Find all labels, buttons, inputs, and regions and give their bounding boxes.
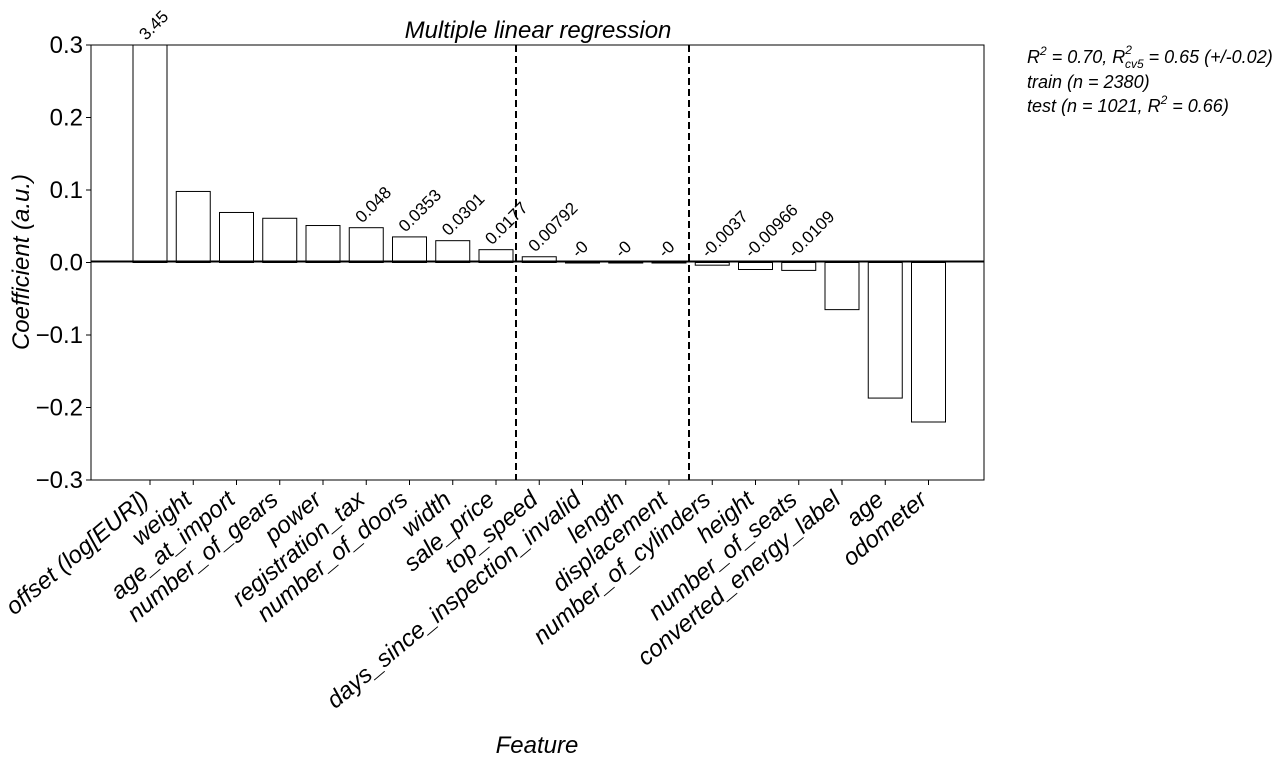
bar-width	[435, 240, 471, 264]
r2-value: = 0.70, R	[1047, 47, 1126, 67]
y-tick-label: −0.3	[36, 467, 83, 494]
bar-power	[305, 225, 341, 263]
bar-converted-energy-label	[824, 262, 860, 311]
y-tick-label: 0.1	[50, 177, 83, 204]
chart-title: Multiple linear regression	[405, 17, 672, 44]
bar-displacement	[651, 262, 687, 264]
test-suffix: = 0.66)	[1167, 96, 1229, 116]
bar-age	[867, 262, 903, 399]
x-tick-label: odometer	[837, 485, 933, 572]
bar-value-label: -0	[654, 237, 678, 261]
bar-odometer	[911, 262, 946, 423]
cv-subscript: cv5	[1125, 57, 1144, 71]
bar-value-label: -0.0037	[698, 207, 752, 261]
bar-value-label: 0.0353	[395, 186, 445, 236]
bar-value-label: -0	[568, 237, 592, 261]
fit-stats-line-2: train (n = 2380)	[1027, 72, 1150, 92]
bar-weight	[175, 190, 211, 263]
y-tick-label: −0.1	[36, 322, 83, 349]
bar-number-of-seats	[781, 262, 817, 271]
bar-days-since-inspection-invalid	[565, 262, 600, 264]
x-axis-label: Feature	[496, 732, 579, 759]
bars-group	[132, 44, 946, 423]
r2-label: R	[1027, 47, 1040, 67]
y-tick-label: 0.2	[50, 105, 83, 132]
cv-superscript: 2	[1124, 43, 1132, 57]
bar-value-label: 0.048	[352, 183, 396, 227]
bar-length	[608, 262, 644, 264]
test-r2-superscript: 2	[1160, 93, 1168, 107]
y-axis-ticks: −0.3 −0.2 −0.1 0.0 0.1 0.2 0.3	[36, 32, 91, 494]
y-tick-label: 0.3	[50, 32, 83, 59]
y-tick-label: −0.2	[36, 395, 83, 422]
r2-superscript: 2	[1039, 44, 1047, 58]
y-axis-label: Coefficient (a.u.)	[8, 174, 35, 350]
bar-value-label: -0	[611, 237, 635, 261]
y-tick-label: 0.0	[50, 250, 83, 277]
bar-offset-log-eur-	[132, 44, 168, 263]
cv-value: = 0.65 (+/-0.02)	[1144, 47, 1273, 67]
x-axis-ticks: offset (log[EUR])weightage_at_importnumb…	[1, 480, 933, 714]
bar-age-at-import	[219, 211, 254, 264]
fit-stats-line-3: test (n = 1021, R2 = 0.66)	[1027, 93, 1229, 116]
bar-number-of-gears	[262, 217, 298, 263]
bar-value-label: 0.0301	[438, 189, 488, 239]
bar-number-of-cylinders	[694, 262, 730, 266]
bar-height	[738, 262, 773, 271]
bar-number-of-doors	[392, 236, 427, 264]
test-prefix: test (n = 1021, R	[1027, 96, 1161, 116]
bar-registration-tax	[348, 227, 384, 263]
bar-value-label: 0.0177	[481, 198, 531, 248]
fit-stats-line-1: R2 = 0.70, R2 cv5 = 0.65 (+/-0.02)	[1027, 43, 1273, 71]
bar-value-label: 3.45	[135, 7, 172, 44]
